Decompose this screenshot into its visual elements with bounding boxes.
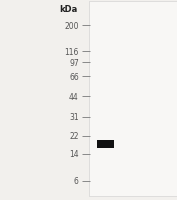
Text: 116: 116 (64, 48, 79, 56)
Bar (97, 141, 114, 148)
Text: 22: 22 (69, 132, 79, 140)
Text: 44: 44 (69, 93, 79, 101)
Text: 31: 31 (69, 113, 79, 121)
Text: 66: 66 (69, 73, 79, 81)
Bar (89, 2, 177, 196)
Text: kDa: kDa (60, 5, 78, 13)
Text: 97: 97 (69, 59, 79, 67)
Text: 14: 14 (69, 150, 79, 158)
Text: 6: 6 (74, 177, 79, 185)
Text: 200: 200 (64, 22, 79, 30)
